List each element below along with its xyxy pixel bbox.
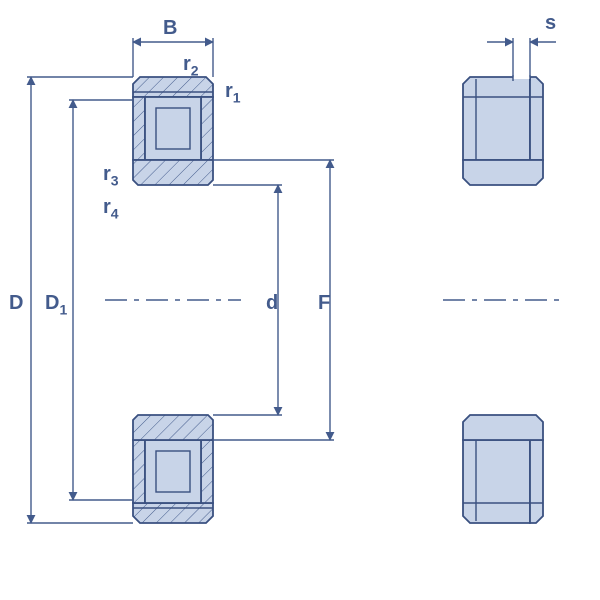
right-outer-ring — [463, 77, 530, 160]
outer-ring-top — [133, 77, 213, 97]
label-s: s — [545, 12, 556, 34]
s-notch — [513, 75, 530, 79]
label-D: D — [9, 292, 23, 314]
label-r2: r2 — [183, 53, 199, 79]
label-F: F — [318, 292, 330, 314]
inner-ring-bot — [133, 415, 213, 440]
label-r1: r1 — [225, 80, 241, 106]
right-inner-ring — [463, 160, 543, 185]
outer-ring-bot — [133, 503, 213, 523]
right-outer-ring-slice — [530, 440, 543, 523]
right-inner-ring — [463, 415, 543, 440]
label-r4: r4 — [103, 196, 119, 222]
label-d: d — [266, 292, 278, 314]
roller — [145, 97, 201, 160]
label-r3: r3 — [103, 163, 119, 189]
right-outer-ring-slice — [530, 77, 543, 160]
outer-ring-lip — [133, 97, 145, 160]
outer-ring-lip — [133, 440, 145, 503]
right-outer-ring — [463, 440, 530, 523]
bearing-drawing: D D1 d F Bs r1 r2 r3 r4 — [0, 0, 600, 600]
outer-ring-lip — [201, 97, 213, 160]
label-B: B — [163, 17, 177, 39]
outer-ring-lip — [201, 440, 213, 503]
roller — [145, 440, 201, 503]
label-D1: D1 — [45, 292, 67, 318]
inner-ring-top — [133, 160, 213, 185]
